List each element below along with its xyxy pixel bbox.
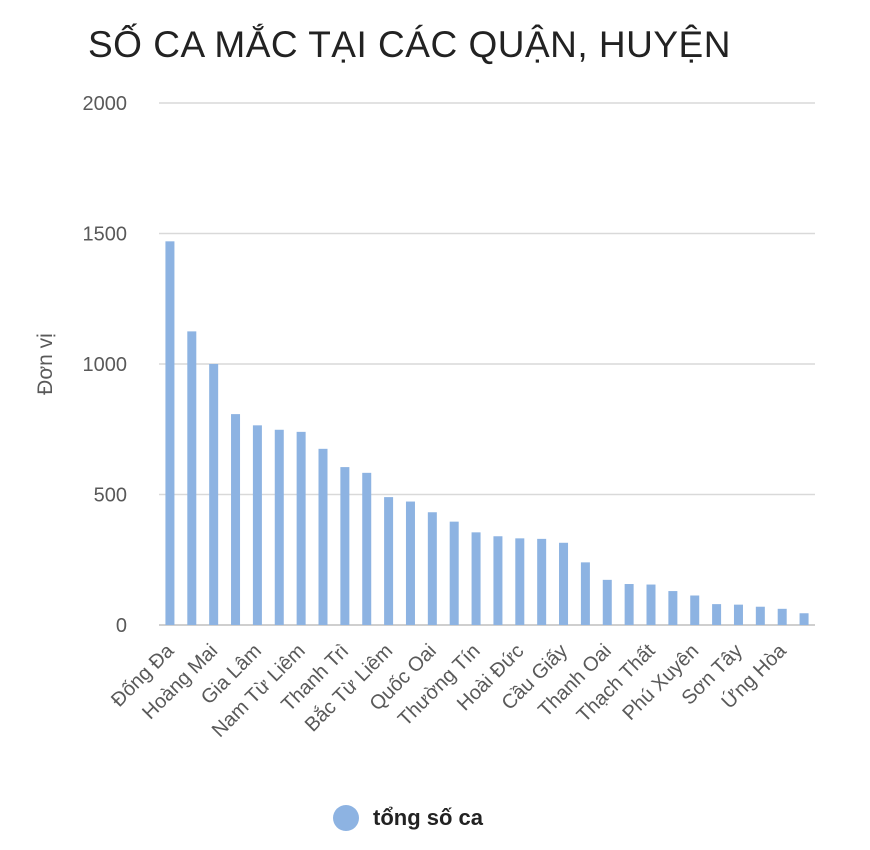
bar (733, 604, 743, 625)
bar (362, 472, 372, 625)
bar (624, 584, 634, 625)
bar (318, 448, 328, 625)
chart-title: SỐ CA MẮC TẠI CÁC QUẬN, HUYỆN (88, 24, 731, 65)
legend: tổng số ca (333, 805, 483, 831)
bar (252, 425, 262, 625)
bar (340, 467, 350, 625)
bar (384, 497, 394, 625)
y-tick-label: 2000 (83, 93, 128, 115)
bar (471, 532, 481, 625)
bar (449, 521, 459, 625)
y-tick-label: 500 (94, 485, 127, 507)
legend-swatch (333, 805, 359, 831)
bar (515, 538, 525, 625)
bar (602, 579, 612, 625)
bar (231, 414, 241, 625)
bar (537, 538, 547, 625)
legend-label: tổng số ca (373, 805, 484, 830)
bar (427, 512, 437, 625)
bar (559, 542, 569, 625)
y-tick-label: 1500 (83, 224, 128, 246)
bar (755, 606, 765, 625)
y-tick-label: 1000 (83, 354, 128, 376)
bar (777, 608, 787, 625)
bar (165, 241, 175, 625)
bar (712, 604, 722, 625)
bar (209, 364, 219, 625)
bar (580, 562, 590, 625)
bar (274, 429, 284, 625)
bar (296, 431, 306, 625)
bar (493, 536, 503, 625)
y-tick-label: 0 (116, 615, 127, 637)
y-axis-title: Đơn vị (34, 333, 57, 395)
bar (646, 584, 656, 625)
bar (187, 331, 197, 625)
bar (690, 595, 700, 625)
bar (799, 613, 809, 625)
bar (668, 591, 678, 625)
bar (405, 501, 415, 625)
